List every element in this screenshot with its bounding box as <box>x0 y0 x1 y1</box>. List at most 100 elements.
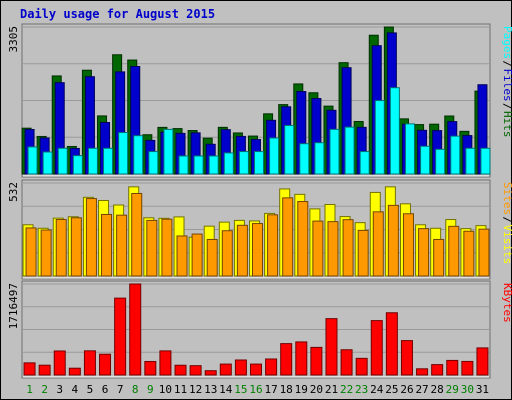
bar-pages-12 <box>193 155 204 175</box>
bar-kbytes-4 <box>68 367 81 376</box>
bar-kbytes-30 <box>461 360 474 376</box>
bar-sites-12 <box>191 233 203 277</box>
bar-sites-5 <box>85 198 97 277</box>
legend-kbytes: KBytes <box>501 283 512 323</box>
bar-sites-29 <box>448 225 460 277</box>
legend-separator: / <box>501 217 512 224</box>
bar-kbytes-5 <box>83 350 96 376</box>
x-tick-label: 27 <box>415 383 428 396</box>
bar-kbytes-23 <box>355 357 368 376</box>
bar-kbytes-17 <box>265 358 278 376</box>
bar-sites-18 <box>282 197 294 277</box>
bar-sites-15 <box>236 224 248 277</box>
x-tick-label: 9 <box>147 383 154 396</box>
bar-sites-16 <box>252 223 263 277</box>
bar-kbytes-10 <box>159 350 172 376</box>
bar-pages-13 <box>208 155 219 175</box>
bar-kbytes-29 <box>446 359 459 376</box>
bar-pages-29 <box>450 135 461 175</box>
bar-sites-14 <box>221 230 233 277</box>
x-tick-label: 6 <box>102 383 109 396</box>
bar-kbytes-20 <box>310 346 323 376</box>
x-tick-label: 31 <box>476 383 489 396</box>
x-tick-label: 18 <box>280 383 293 396</box>
bar-kbytes-14 <box>219 363 232 376</box>
bar-kbytes-2 <box>38 364 51 376</box>
x-axis-labels: 1 2 3 4 5 6 7 8 9 10 11 12 13 14 15 16 17 18 19 20 21 22 23 24 2… <box>26 383 489 396</box>
x-tick-label: 4 <box>72 383 79 396</box>
bar-pages-30 <box>465 147 476 175</box>
bar-pages-22 <box>344 126 355 175</box>
x-tick-label: 17 <box>264 383 277 396</box>
bar-sites-10 <box>161 218 173 277</box>
bar-pages-28 <box>435 148 446 175</box>
bar-pages-2 <box>42 151 53 175</box>
legend-separator: / <box>501 61 512 68</box>
bar-pages-4 <box>72 155 83 175</box>
legend-kbytes: KBytes <box>501 283 512 323</box>
bar-kbytes-25 <box>385 312 398 376</box>
bar-kbytes-24 <box>370 320 383 376</box>
bar-kbytes-3 <box>53 350 66 376</box>
bar-pages-8 <box>133 135 144 175</box>
bar-pages-9 <box>148 151 159 175</box>
bar-sites-25 <box>387 204 399 277</box>
x-tick-label: 15 <box>234 383 247 396</box>
bar-sites-22 <box>342 219 354 277</box>
bar-pages-21 <box>329 128 340 175</box>
bar-sites-19 <box>297 201 309 277</box>
x-tick-label: 24 <box>370 383 384 396</box>
panel-visits-sites: 532 Sites /Visits <box>7 179 512 280</box>
legend-hits: Hits <box>501 111 512 138</box>
legend-visits: Visits <box>501 225 512 265</box>
bar-kbytes-19 <box>295 341 308 376</box>
bar-sites-31 <box>478 228 490 277</box>
bar-pages-27 <box>420 145 431 175</box>
bar-pages-25 <box>389 87 400 175</box>
bar-sites-27 <box>418 228 430 277</box>
bar-pages-15 <box>238 151 249 175</box>
y-max-label: 1716497 <box>7 283 20 329</box>
bar-kbytes-16 <box>250 363 262 376</box>
bar-pages-5 <box>87 147 98 175</box>
bar-sites-20 <box>312 220 324 277</box>
bar-sites-17 <box>267 214 279 277</box>
bar-sites-2 <box>40 229 52 277</box>
bar-pages-23 <box>359 151 370 175</box>
x-tick-label: 11 <box>174 383 187 396</box>
bar-sites-24 <box>372 211 384 277</box>
bar-pages-26 <box>404 123 415 175</box>
x-tick-label: 28 <box>431 383 444 396</box>
bar-kbytes-8 <box>129 283 142 376</box>
x-tick-label: 12 <box>189 383 202 396</box>
bar-kbytes-27 <box>416 368 429 376</box>
bar-kbytes-15 <box>234 359 247 376</box>
x-tick-label: 2 <box>41 383 48 396</box>
bar-sites-28 <box>433 238 445 277</box>
bar-kbytes-7 <box>114 297 127 376</box>
bar-kbytes-1 <box>23 362 36 376</box>
bar-sites-21 <box>327 221 339 277</box>
x-tick-label: 1 <box>26 383 33 396</box>
bar-pages-14 <box>223 152 234 175</box>
bar-kbytes-9 <box>144 360 157 376</box>
bar-sites-26 <box>402 213 414 277</box>
x-tick-label: 20 <box>310 383 323 396</box>
bar-pages-24 <box>374 100 385 175</box>
bar-kbytes-31 <box>476 347 489 376</box>
x-tick-label: 13 <box>204 383 217 396</box>
bar-pages-6 <box>103 147 114 175</box>
bar-sites-4 <box>70 217 82 277</box>
bar-pages-1 <box>27 146 38 175</box>
bar-kbytes-6 <box>99 353 112 376</box>
bar-sites-11 <box>176 235 188 277</box>
x-tick-label: 23 <box>355 383 368 396</box>
bar-pages-17 <box>269 137 280 175</box>
x-tick-label: 8 <box>132 383 139 396</box>
x-tick-label: 22 <box>340 383 353 396</box>
x-tick-label: 19 <box>295 383 308 396</box>
y-max-label: 3305 <box>7 26 20 53</box>
legend-visits-sites: Sites /Visits <box>501 182 512 264</box>
x-tick-label: 3 <box>56 383 63 396</box>
x-tick-label: 7 <box>117 383 124 396</box>
